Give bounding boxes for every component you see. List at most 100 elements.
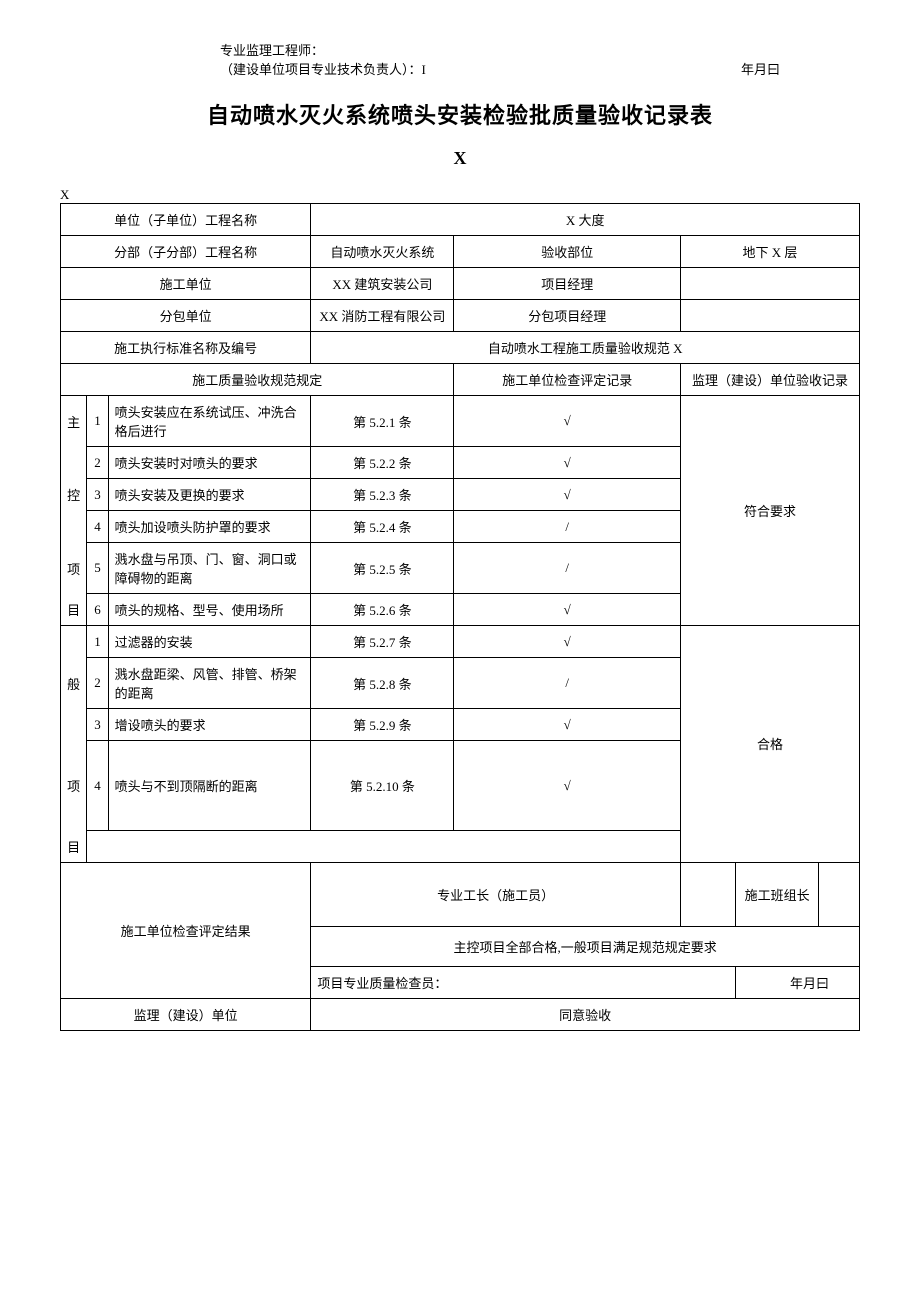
main-check: √ [454, 447, 681, 479]
general-num: 1 [87, 626, 108, 658]
main-clause: 第 5.2.1 条 [311, 396, 454, 447]
general-clause: 第 5.2.7 条 [311, 626, 454, 658]
standard-value: 自动喷水工程施工质量验收规范 X [311, 332, 860, 364]
general-group-cell-1: 般 [61, 658, 87, 709]
main-desc: 喷头加设喷头防护罩的要求 [108, 511, 311, 543]
general-desc: 喷头与不到顶隔断的距离 [108, 741, 311, 831]
main-check: / [454, 543, 681, 594]
result-text: 主控项目全部合格,一般项目满足规范规定要求 [311, 926, 860, 966]
main-num: 3 [87, 479, 108, 511]
main-group-cell-4: 目 [61, 594, 87, 626]
main-check: √ [454, 396, 681, 447]
team-leader-label: 施工班组长 [735, 862, 818, 926]
page-header: 专业监理工程师： （建设单位项目专业技术负责人）：I 年月曰 [220, 40, 860, 78]
main-clause: 第 5.2.3 条 [311, 479, 454, 511]
general-tail-blank2 [108, 831, 311, 863]
main-num: 6 [87, 594, 108, 626]
main-desc: 喷头的规格、型号、使用场所 [108, 594, 311, 626]
accept-part-label: 验收部位 [454, 236, 681, 268]
result-label: 施工单位检查评定结果 [61, 862, 311, 998]
spec-header: 施工质量验收规范规定 [61, 364, 454, 396]
main-check: √ [454, 594, 681, 626]
main-verdict: 符合要求 [681, 396, 860, 626]
general-num: 3 [87, 709, 108, 741]
general-check: √ [454, 626, 681, 658]
document-title: 自动喷水灭火系统喷头安装检验批质量验收记录表 [60, 98, 860, 130]
supervise-unit-label: 监理（建设）单位 [61, 998, 311, 1030]
general-num: 2 [87, 658, 108, 709]
main-clause: 第 5.2.6 条 [311, 594, 454, 626]
subcontract-label: 分包单位 [61, 300, 311, 332]
general-check: √ [454, 709, 681, 741]
general-clause: 第 5.2.9 条 [311, 709, 454, 741]
general-tail-blank4 [454, 831, 681, 863]
unit-project-value: X 大度 [311, 204, 860, 236]
subcontract-value: XX 消防工程有限公司 [311, 300, 454, 332]
row-foreman: 施工单位检查评定结果 专业工长（施工员） 施工班组长 [61, 862, 860, 926]
sub-pm-label: 分包项目经理 [454, 300, 681, 332]
main-check: / [454, 511, 681, 543]
main-desc: 喷头安装及更换的要求 [108, 479, 311, 511]
main-group-cell-blank1 [61, 447, 87, 479]
main-desc: 溅水盘与吊顶、门、窗、洞口或障碍物的距离 [108, 543, 311, 594]
row-standard: 施工执行标准名称及编号 自动喷水工程施工质量验收规范 X [61, 332, 860, 364]
general-group-cell-2: 项 [61, 741, 87, 831]
general-group-cell-3: 目 [61, 831, 87, 863]
supervise-text: 同意验收 [311, 998, 860, 1030]
header-date: 年月曰 [741, 59, 780, 78]
check-header: 施工单位检查评定记录 [454, 364, 681, 396]
unit-project-label: 单位（子单位）工程名称 [61, 204, 311, 236]
supervise-header: 监理（建设）单位验收记录 [681, 364, 860, 396]
main-group-cell-2: 控 [61, 479, 87, 511]
main-clause: 第 5.2.5 条 [311, 543, 454, 594]
row-construct-unit: 施工单位 XX 建筑安装公司 项目经理 [61, 268, 860, 300]
sub-project-label: 分部（子分部）工程名称 [61, 236, 311, 268]
main-num: 2 [87, 447, 108, 479]
general-check: / [454, 658, 681, 709]
general-tail-blank3 [311, 831, 454, 863]
supervisor-engineer-line: 专业监理工程师： [220, 40, 860, 59]
inspection-table: 单位（子单位）工程名称 X 大度 分部（子分部）工程名称 自动喷水灭火系统 验收… [60, 203, 860, 1031]
row-subcontract: 分包单位 XX 消防工程有限公司 分包项目经理 [61, 300, 860, 332]
general-tail-blank1 [87, 831, 108, 863]
owner-tech-lead-line: （建设单位项目专业技术负责人）：I 年月曰 [220, 59, 780, 78]
construct-unit-value: XX 建筑安装公司 [311, 268, 454, 300]
main-clause: 第 5.2.4 条 [311, 511, 454, 543]
document-subtitle: X [60, 148, 860, 169]
main-num: 4 [87, 511, 108, 543]
accept-part-value: 地下 X 层 [681, 236, 860, 268]
team-leader-value [819, 862, 860, 926]
general-row-1: 1 过滤器的安装 第 5.2.7 条 √ 合格 [61, 626, 860, 658]
general-check: √ [454, 741, 681, 831]
sub-pm-value [681, 300, 860, 332]
general-clause: 第 5.2.8 条 [311, 658, 454, 709]
main-group-cell-blank2 [61, 511, 87, 543]
main-check: √ [454, 479, 681, 511]
main-num: 1 [87, 396, 108, 447]
row-supervise: 监理（建设）单位 同意验收 [61, 998, 860, 1030]
general-desc: 溅水盘距梁、风管、排管、桥架的距离 [108, 658, 311, 709]
corner-marker: X [60, 187, 860, 203]
main-group-cell-3: 项 [61, 543, 87, 594]
general-num: 4 [87, 741, 108, 831]
general-verdict: 合格 [681, 626, 860, 863]
main-desc: 喷头安装应在系统试压、冲洗合格后进行 [108, 396, 311, 447]
main-desc: 喷头安装时对喷头的要求 [108, 447, 311, 479]
foreman-value [681, 862, 736, 926]
main-num: 5 [87, 543, 108, 594]
main-group-cell-1: 主 [61, 396, 87, 447]
standard-label: 施工执行标准名称及编号 [61, 332, 311, 364]
main-clause: 第 5.2.2 条 [311, 447, 454, 479]
main-row-1: 主 1 喷头安装应在系统试压、冲洗合格后进行 第 5.2.1 条 √ 符合要求 [61, 396, 860, 447]
construct-unit-label: 施工单位 [61, 268, 311, 300]
foreman-label: 专业工长（施工员） [311, 862, 681, 926]
row-column-headers: 施工质量验收规范规定 施工单位检查评定记录 监理（建设）单位验收记录 [61, 364, 860, 396]
general-group-cell-blank0 [61, 626, 87, 658]
pm-label: 项目经理 [454, 268, 681, 300]
inspector-date: 年月曰 [735, 966, 859, 998]
general-desc: 增设喷头的要求 [108, 709, 311, 741]
general-desc: 过滤器的安装 [108, 626, 311, 658]
sub-project-value: 自动喷水灭火系统 [311, 236, 454, 268]
general-clause: 第 5.2.10 条 [311, 741, 454, 831]
row-unit-project: 单位（子单位）工程名称 X 大度 [61, 204, 860, 236]
